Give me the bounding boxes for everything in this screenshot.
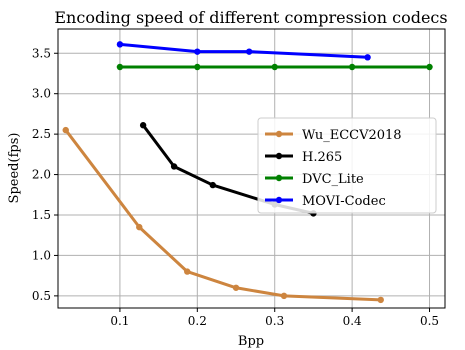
series-layer: [62, 41, 433, 304]
y-tick-label: 2.0: [32, 168, 51, 182]
legend-label-movi-codec: MOVI-Codec: [302, 194, 386, 209]
legend-box: [257, 117, 437, 214]
data-point-movi-codec: [116, 41, 124, 48]
y-tick-label: 0.5: [32, 289, 51, 303]
y-tick-label: 3.5: [32, 46, 51, 60]
x-tick-label: 0.2: [188, 314, 207, 328]
legend-marker-wu-eccv2018: [275, 130, 283, 138]
data-point-wu-eccv2018: [377, 296, 384, 304]
legend-label-dvc-lite: DVC_Lite: [302, 172, 364, 187]
y-tick-label: 1.5: [32, 208, 51, 222]
x-tick-label: 0.1: [110, 314, 129, 328]
chart-title: Encoding speed of different compression …: [54, 8, 447, 27]
y-tick-label: 2.5: [32, 127, 51, 141]
y-axis-label: Speed(fps): [7, 133, 22, 204]
data-point-movi-codec: [245, 48, 253, 55]
ticks-layer: 0.1 0.2 0.3 0.4 0.5 0.5 1.0 1.5 2.0 2.5 3.0 3.5: [32, 46, 439, 328]
x-tick-label: 0.4: [343, 314, 362, 328]
data-point-wu-eccv2018: [62, 126, 69, 134]
data-point-dvc-lite: [348, 63, 356, 71]
data-point-dvc-lite: [426, 63, 433, 71]
data-point-wu-eccv2018: [136, 223, 143, 231]
data-point-wu-eccv2018: [280, 292, 288, 300]
data-point-h-265: [139, 122, 147, 129]
legend: Wu_ECCV2018 H.265 DVC_Lite MOVI-Codec: [257, 117, 437, 214]
legend-label-h-265: H.265: [302, 150, 342, 165]
legend-items: Wu_ECCV2018 H.265 DVC_Lite MOVI-Codec: [265, 128, 402, 209]
legend-marker-movi-codec: [275, 196, 283, 204]
x-tick-label: 0.3: [265, 314, 284, 328]
data-point-wu-eccv2018: [232, 284, 240, 291]
series-line-movi-codec: [119, 42, 368, 59]
legend-marker-dvc-lite: [275, 174, 283, 182]
data-point-movi-codec: [364, 54, 371, 61]
data-point-dvc-lite: [116, 63, 124, 71]
plot-frame: [57, 28, 446, 309]
legend-label-wu-eccv2018: Wu_ECCV2018: [302, 128, 402, 143]
y-tick-label: 3.0: [32, 87, 51, 101]
legend-marker-h-265: [275, 152, 283, 160]
series-line-wu-eccv2018: [64, 129, 381, 302]
data-point-wu-eccv2018: [184, 268, 191, 275]
data-point-dvc-lite: [194, 63, 201, 71]
data-point-h-265: [170, 163, 178, 170]
data-point-h-265: [209, 181, 216, 189]
x-tick-label: 0.5: [420, 314, 439, 328]
data-point-movi-codec: [194, 48, 201, 55]
x-axis-label: Bpp: [238, 334, 264, 349]
data-point-dvc-lite: [271, 63, 278, 71]
y-tick-label: 1.0: [32, 248, 51, 262]
